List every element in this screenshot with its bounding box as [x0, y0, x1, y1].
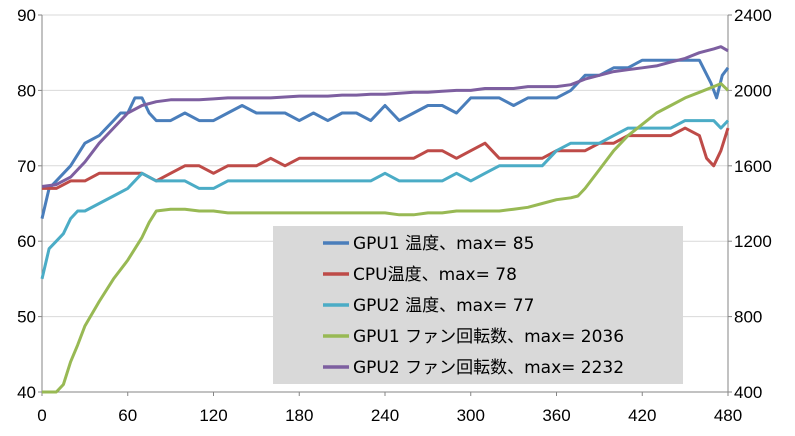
x-tick-label: 120: [199, 406, 227, 425]
y-tick-label: 90: [17, 6, 36, 25]
series-line-3: [40, 119, 730, 280]
x-tick-label: 300: [457, 406, 485, 425]
legend-label: GPU1 温度、max= 85: [353, 234, 534, 254]
legend-label: GPU2 温度、max= 77: [353, 296, 534, 316]
series-line-2: [42, 126, 730, 190]
y2-tick-label: 800: [734, 308, 762, 327]
x-tick-label: 60: [118, 406, 137, 425]
x-tick-label: 0: [37, 406, 46, 425]
y-tick-label: 60: [17, 232, 36, 251]
series-lines: [40, 45, 730, 394]
y2-tick-label: 2400: [734, 6, 772, 25]
y2-tick-label: 1600: [734, 157, 772, 176]
y-tick-label: 40: [17, 383, 36, 402]
y2-tick-label: 1200: [734, 232, 772, 251]
series-line-1: [40, 58, 730, 219]
y-tick-label: 70: [17, 157, 36, 176]
legend: GPU1 温度、max= 85 CPU温度、max= 78 GPU2 温度、max=…: [273, 226, 683, 384]
x-tick-label: 360: [542, 406, 570, 425]
x-tick-label: 180: [285, 406, 313, 425]
series-line-4: [42, 82, 730, 394]
series-line-5: [41, 45, 729, 188]
x-tick-label: 420: [628, 406, 656, 425]
chart-axes: [38, 14, 732, 396]
legend-label: GPU1 ファン回転数、max= 2036: [353, 327, 624, 347]
y-tick-label: 80: [17, 81, 36, 100]
y2-tick-label: 2000: [734, 81, 772, 100]
tick-labels: 40 50 60 70 80 90 400 800 1200 1600 2000 2400 0 60 120…: [17, 6, 772, 425]
legend-label: CPU温度、max= 78: [353, 265, 517, 285]
x-tick-label: 480: [714, 406, 742, 425]
legend-label: GPU2 ファン回転数、max= 2232: [353, 358, 624, 378]
x-tick-label: 240: [371, 406, 399, 425]
y2-tick-label: 400: [734, 383, 762, 402]
y-tick-label: 50: [17, 308, 36, 327]
